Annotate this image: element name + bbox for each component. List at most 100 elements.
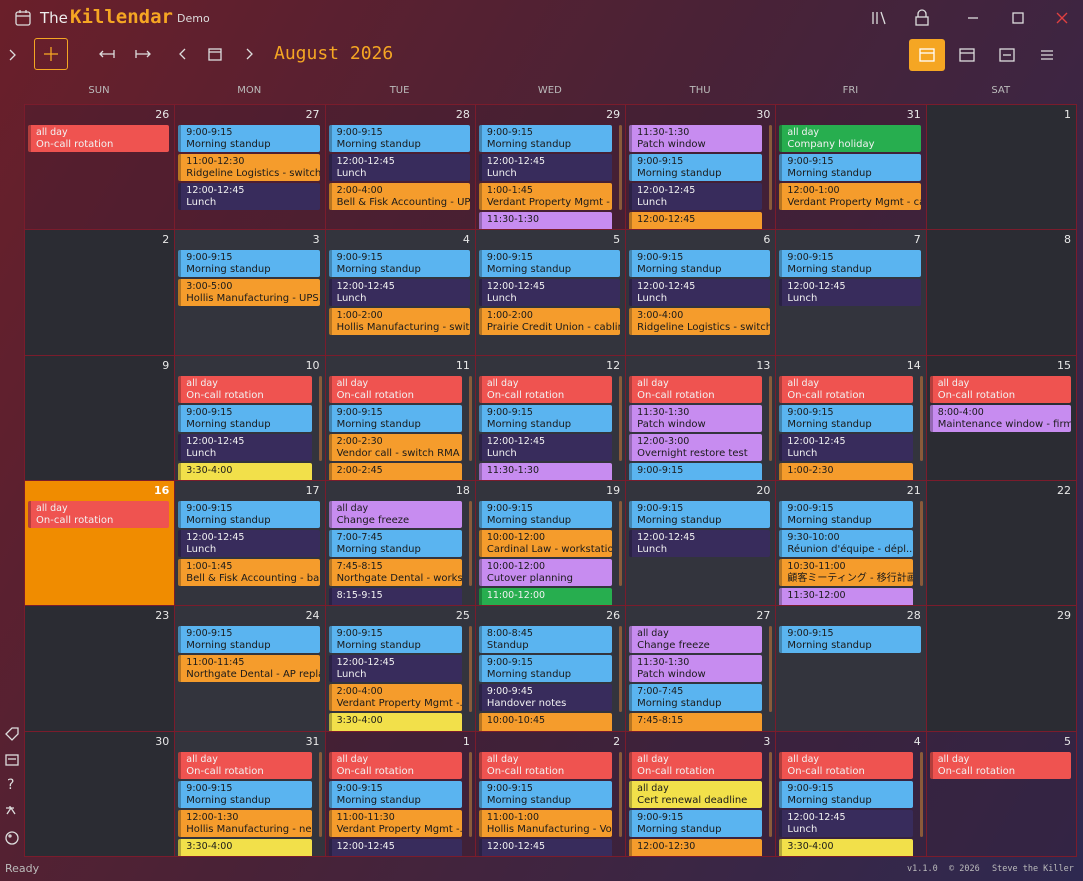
event[interactable]: 9:00-9:15 Morning standup [779,404,913,432]
event[interactable]: 2:00-4:00 Bell & Fisk Accounting - UP... [328,183,470,210]
event[interactable]: 12:00-12:45 [629,212,763,230]
day-cell[interactable]: 18 all day Change freeze 7:00-7:45 Morning s… [324,480,476,607]
event[interactable]: 3:30-4:00 [178,462,312,480]
list-view-button[interactable] [1038,47,1056,63]
day-cell[interactable]: 16 all day On-call rotation [24,480,176,607]
day-cell[interactable]: 22 [925,480,1077,607]
week-view-button[interactable] [958,47,976,63]
day-cell[interactable]: 4 9:00-9:15 Morning standup 12:00-12:45 Lunc… [324,229,476,356]
event[interactable]: all day On-call rotation [178,375,312,403]
event[interactable]: all day On-call rotation [328,375,462,403]
event[interactable]: 3:30-4:00 [779,838,913,856]
event[interactable]: all day On-call rotation [28,125,170,152]
event[interactable]: 12:00-12:45 Lunch [328,154,470,181]
event[interactable]: all day On-call rotation [779,751,913,779]
event[interactable]: 3:00-5:00 Hollis Manufacturing - UPS... [178,279,320,307]
minimize-button[interactable] [965,10,981,26]
maximize-button[interactable] [1010,10,1026,26]
day-cell[interactable]: 27 9:00-9:15 Morning standup 11:00-12:30 Rid… [174,104,326,231]
previous-button[interactable] [176,47,190,61]
event[interactable]: all day On-call rotation [328,751,462,779]
day-cell[interactable]: 9 [24,354,176,481]
day-cell[interactable]: 2 [24,229,176,356]
day-cell[interactable]: 25 9:00-9:15 Morning standup 12:00-12:45 Lun… [324,605,476,732]
event[interactable]: 12:00-12:30 [629,838,763,856]
day-cell[interactable]: 1 [925,104,1077,231]
event[interactable]: 9:00-9:15 Morning standup [178,250,320,278]
event[interactable]: 12:00-12:45 Lunch [629,183,763,210]
help-button[interactable]: ? [7,777,15,793]
day-cell[interactable]: 26 8:00-8:45 Standup 9:00-9:15 Morning stand… [474,605,627,732]
event[interactable]: 3:30-4:00 [178,838,312,856]
event[interactable]: 9:00-9:15 Morning standup [478,501,613,528]
event[interactable]: 12:00-12:45 Lunch [478,279,621,307]
event[interactable]: 12:00-12:45 Lunch [328,655,462,683]
day-cell[interactable]: 10 all day On-call rotation 9:00-9:15 Mornin… [174,354,326,481]
today-button[interactable] [207,46,223,62]
day-cell[interactable]: 3 all day On-call rotation all day Cert rene… [625,730,777,857]
event[interactable]: 9:00-9:15 Morning standup [328,626,462,654]
event[interactable]: all day On-call rotation [28,501,170,528]
event[interactable]: 9:00-9:15 Morning standup [779,780,913,808]
day-cell[interactable]: 27 all day Change freeze 11:30-1:30 Patch wi… [625,605,777,732]
day-cell[interactable]: 23 [24,605,176,732]
event[interactable]: 9:00-9:15 Morning standup [478,655,613,683]
day-cell[interactable]: 5 all day On-call rotation [925,730,1077,857]
sidebar-toggle[interactable] [6,47,20,63]
event[interactable]: 7:00-7:45 Morning standup [328,530,462,557]
day-cell[interactable]: 31 all day Company holiday 9:00-9:15 Morning… [775,104,927,231]
tags-button[interactable] [4,726,20,742]
close-button[interactable] [1054,10,1070,26]
event[interactable]: all day On-call rotation [478,375,613,403]
event[interactable]: all day Change freeze [328,501,462,528]
event[interactable]: 9:00-9:15 Morning standup [478,780,613,808]
day-cell[interactable]: 1 all day On-call rotation 9:00-9:15 Morning… [324,730,476,857]
day-cell[interactable]: 4 all day On-call rotation 9:00-9:15 Morning… [775,730,927,857]
day-cell[interactable]: 6 9:00-9:15 Morning standup 12:00-12:45 Lunc… [625,229,777,356]
event[interactable]: all day On-call rotation [629,751,763,779]
event[interactable]: 12:00-12:45 Lunch [779,809,913,837]
day-cell[interactable]: 26 all day On-call rotation [24,104,176,231]
event[interactable]: 12:00-12:45 [478,838,613,856]
event[interactable]: 9:00-9:15 Morning standup [178,780,312,808]
library-button[interactable] [870,10,888,26]
event[interactable]: all day On-call rotation [929,751,1071,779]
event[interactable]: 8:15-9:15 [328,588,462,606]
event[interactable]: 10:00-12:00 Cardinal Law - workstatio... [478,530,613,557]
event[interactable]: 11:30-1:30 Patch window [629,655,763,683]
shrink-button[interactable] [98,47,116,61]
event[interactable]: 9:00-9:15 Morning standup [178,501,320,528]
language-button[interactable] [4,804,20,820]
add-event-button[interactable] [34,38,68,70]
expand-button[interactable] [134,47,152,61]
event[interactable]: 12:00-12:45 Lunch [478,154,613,181]
day-cell[interactable]: 30 [24,730,176,857]
day-cell[interactable]: 11 all day On-call rotation 9:00-9:15 Mornin… [324,354,476,481]
event[interactable]: 12:00-12:45 Lunch [178,530,320,557]
event[interactable]: 12:00-12:45 Lunch [328,279,470,307]
event[interactable]: all day On-call rotation [929,375,1071,403]
event[interactable]: 11:30-12:00 [779,588,913,606]
calendars-button[interactable] [4,752,20,768]
event[interactable]: 11:00-12:30 Ridgeline Logistics - switch … [178,154,320,181]
event[interactable]: 1:00-2:00 Hollis Manufacturing - switc... [328,308,470,336]
day-cell[interactable]: 14 all day On-call rotation 9:00-9:15 Mornin… [775,354,927,481]
event[interactable]: all day On-call rotation [178,751,312,779]
day-cell[interactable]: 28 9:00-9:15 Morning standup 12:00-12:45 Lun… [324,104,476,231]
event[interactable]: 12:00-12:45 Lunch [779,279,921,307]
event[interactable]: 9:00-9:15 Morning standup [328,404,462,432]
month-view-button[interactable] [909,39,945,71]
lock-button[interactable] [914,9,930,27]
event[interactable]: 11:00-12:00 [478,588,613,606]
event[interactable]: 2:00-2:45 [328,462,462,480]
day-cell[interactable]: 2 all day On-call rotation 9:00-9:15 Morning… [474,730,627,857]
day-cell[interactable]: 30 11:30-1:30 Patch window 9:00-9:15 Morning… [625,104,777,231]
event[interactable]: 11:30-1:30 [478,462,613,480]
day-cell[interactable]: 21 9:00-9:15 Morning standup 9:30-10:00 Réun… [775,480,927,607]
day-cell[interactable]: 28 9:00-9:15 Morning standup [775,605,927,732]
event[interactable]: all day On-call rotation [478,751,613,779]
event[interactable]: 9:00-9:15 Morning standup [328,250,470,278]
day-cell[interactable]: 7 9:00-9:15 Morning standup 12:00-12:45 Lunc… [775,229,927,356]
event[interactable]: all day On-call rotation [779,375,913,403]
